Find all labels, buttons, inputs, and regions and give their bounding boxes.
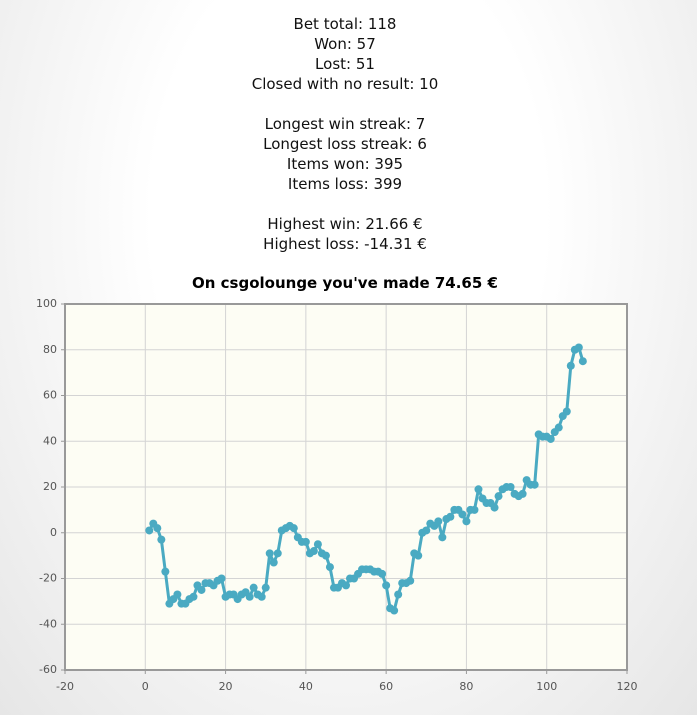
stat-line: Won: 57 — [314, 35, 376, 53]
marker — [145, 526, 154, 535]
marker — [301, 537, 310, 546]
stat-line: Highest win: 21.66 € — [267, 215, 423, 233]
stat-line: Longest win streak: 7 — [264, 115, 426, 133]
marker — [494, 492, 503, 501]
stats: Bet total: 118 Won: 57 Lost: 51 Closed with… — [0, 14, 690, 274]
stats-group: Longest win streak: 7 Longest loss streak… — [0, 114, 690, 194]
marker — [289, 524, 298, 533]
marker — [554, 423, 563, 432]
marker — [406, 576, 415, 585]
x-tick-label: 80 — [459, 680, 473, 693]
marker — [325, 563, 334, 572]
marker — [153, 524, 162, 533]
marker — [462, 517, 471, 526]
x-tick-label: -20 — [56, 680, 74, 693]
marker — [390, 606, 399, 615]
y-tick-label: 60 — [43, 389, 57, 402]
marker — [269, 558, 278, 567]
marker — [434, 517, 443, 526]
stat-line: Items won: 395 — [286, 155, 404, 173]
marker — [245, 592, 254, 601]
stat-line: Items loss: 399 — [287, 175, 403, 193]
stat-line: Lost: 51 — [315, 55, 375, 73]
stat-line: Closed with no result: 10 — [251, 75, 439, 93]
marker — [157, 535, 166, 544]
marker — [470, 505, 479, 514]
marker — [273, 549, 282, 558]
marker — [546, 434, 555, 443]
x-tick-label: 20 — [219, 680, 233, 693]
marker — [173, 590, 182, 599]
marker — [506, 483, 515, 491]
stat-line: Longest loss streak: 6 — [263, 135, 427, 153]
marker — [394, 590, 403, 599]
marker — [309, 547, 318, 556]
marker — [566, 361, 575, 370]
marker — [382, 581, 391, 590]
stat-line: Highest loss: -14.31 € — [263, 235, 427, 253]
marker — [474, 485, 483, 494]
y-tick-label: 80 — [43, 343, 57, 356]
stats-group: Highest win: 21.66 € Highest loss: -14.31… — [0, 214, 690, 254]
marker — [257, 592, 266, 601]
marker — [342, 581, 350, 590]
stats-group: Bet total: 118 Won: 57 Lost: 51 Closed with… — [0, 14, 690, 94]
marker — [197, 585, 206, 594]
y-tick-label: 0 — [50, 526, 57, 539]
y-tick-label: -60 — [39, 663, 57, 676]
marker — [378, 569, 387, 578]
marker — [161, 567, 170, 576]
marker — [189, 592, 198, 601]
marker — [562, 407, 571, 416]
x-tick-label: 40 — [299, 680, 313, 693]
plot-border — [64, 303, 628, 671]
x-tick-label: 100 — [536, 680, 557, 693]
x-tick-label: 0 — [142, 680, 149, 693]
marker — [490, 503, 499, 512]
marker — [530, 480, 539, 489]
y-tick-label: 100 — [36, 297, 57, 310]
marker — [313, 540, 322, 549]
marker — [249, 583, 258, 592]
y-tick-label: 20 — [43, 480, 57, 493]
marker — [446, 512, 455, 521]
chart-title: On csgolounge you've made 74.65 € — [192, 274, 498, 292]
marker — [574, 343, 583, 352]
marker — [261, 583, 270, 592]
y-tick-label: 40 — [43, 434, 57, 447]
marker — [321, 551, 330, 560]
y-tick-label: -20 — [39, 572, 57, 585]
marker — [422, 526, 431, 535]
x-tick-label: 120 — [617, 680, 638, 693]
marker — [438, 533, 447, 542]
marker — [414, 551, 423, 560]
marker — [578, 357, 587, 366]
marker — [217, 574, 226, 583]
marker — [265, 549, 274, 558]
y-tick-label: -40 — [39, 617, 57, 630]
stat-line: Bet total: 118 — [293, 15, 397, 33]
marker — [458, 510, 467, 519]
marker — [518, 489, 527, 498]
x-tick-label: 60 — [379, 680, 393, 693]
